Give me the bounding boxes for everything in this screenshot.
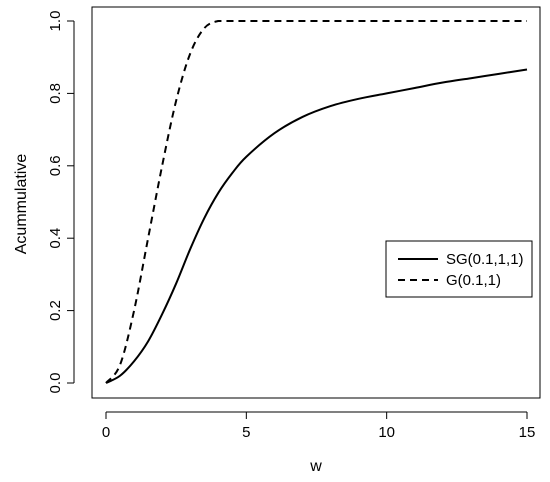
y-tick-label: 0.2 [47,300,64,321]
y-tick-label: 0.4 [47,228,64,249]
x-tick-label: 5 [242,424,250,441]
y-tick-label: 1.0 [47,11,64,32]
series-layer [105,19,528,384]
legend: SG(0.1,1,1) G(0.1,1) [385,240,533,298]
series-line-g [105,19,527,384]
legend-box [385,240,533,298]
y-tick-label: 0.8 [47,83,64,104]
plot-frame [91,6,541,399]
y-tick-label: 0.0 [47,373,64,394]
x-tick-label: 0 [102,424,110,441]
series-line-sg [105,68,528,384]
y-axis-title: Acummulative [13,154,30,255]
x-tick-label: 10 [378,424,395,441]
x-ticks: 0 5 10 15 [102,412,536,441]
x-axis-title: w [309,458,322,475]
x-tick-label: 15 [519,424,536,441]
y-tick-label: 0.6 [47,155,64,176]
y-ticks: 0.0 0.2 0.4 0.6 0.8 1.0 [47,11,74,394]
legend-label-sg: SG(0.1,1,1) [446,251,524,268]
legend-label-g: G(0.1,1) [446,272,501,289]
